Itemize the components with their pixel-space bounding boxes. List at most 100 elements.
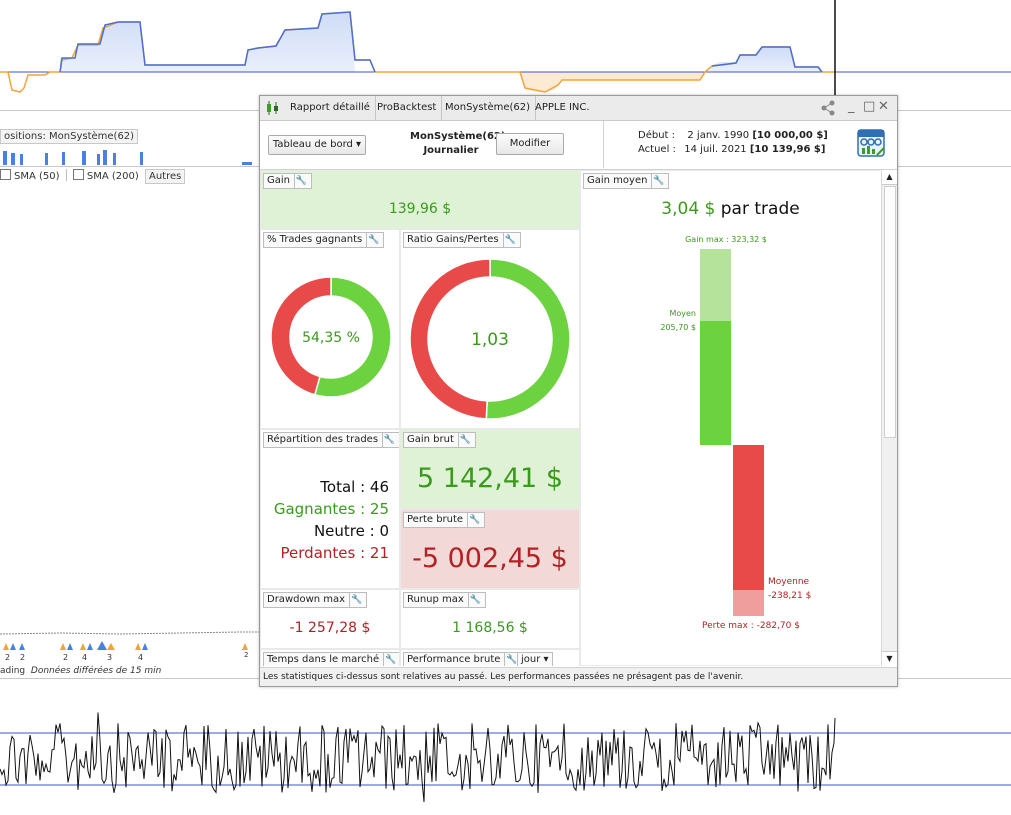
debut-capital: [10 000,00 $]: [752, 130, 828, 141]
autres-button[interactable]: Autres: [144, 169, 186, 184]
widget-temps: Temps dans le marché 🔧: [261, 650, 399, 666]
gain-moyen-bar: [700, 321, 731, 445]
scroll-down-icon[interactable]: ▼: [882, 651, 897, 666]
data-note-prefix: ading: [0, 666, 26, 676]
arrow-count-4: 4: [82, 653, 88, 662]
widget-ratio: Ratio Gains/Pertes 🔧 1,03: [401, 230, 579, 428]
actuel-row: Actuel : 14 juil. 2021 [10 139,96 $]: [638, 144, 825, 155]
widget-gain-header[interactable]: Gain 🔧: [263, 173, 312, 189]
scroll-up-icon[interactable]: ▲: [882, 170, 897, 185]
widget-gain-brut: Gain brut 🔧 5 142,41 $: [401, 430, 579, 508]
data-delay-note: ading Données différées de 15 min: [0, 666, 161, 676]
modify-button[interactable]: Modifier: [496, 133, 564, 155]
widget-gain-brut-header[interactable]: Gain brut 🔧: [403, 432, 476, 448]
dashboard-grid: Gain 🔧 139,96 $ Gain moyen 🔧 3,04 $ par tr…: [260, 170, 880, 666]
maximize-icon[interactable]: □: [863, 99, 876, 114]
positions-label[interactable]: ositions: MonSystème(62): [0, 129, 139, 144]
wrench-icon[interactable]: 🔧: [349, 593, 363, 607]
arrow-count-2: 2: [20, 653, 26, 662]
actuel-label: Actuel :: [638, 144, 676, 155]
perte-moyenne-bar: [733, 445, 764, 590]
winning-trades: Gagnantes : 25: [273, 500, 389, 518]
tab-rapport-detaille[interactable]: Rapport détaillé: [285, 96, 376, 120]
gain-moyen-label: Gain moyen: [587, 175, 648, 186]
moyenne-label: Moyenne: [768, 577, 810, 587]
tab-probacktest[interactable]: ProBacktest: [372, 96, 443, 120]
widget-pct-trades-header[interactable]: % Trades gagnants 🔧: [263, 232, 385, 248]
system-name: MonSystème(62): [410, 131, 506, 142]
wrench-icon[interactable]: 🔧: [504, 653, 518, 666]
wrench-icon[interactable]: 🔧: [382, 433, 396, 447]
wrench-icon[interactable]: 🔧: [467, 593, 481, 607]
chevron-down-icon: ▾: [543, 654, 549, 665]
wrench-icon[interactable]: 🔧: [366, 233, 380, 247]
sma50-checkbox[interactable]: [0, 169, 11, 180]
positions-histogram: [3, 150, 252, 165]
report-settings-icon[interactable]: [857, 129, 887, 159]
donut-win-slice: [313, 276, 392, 398]
wrench-icon[interactable]: 🔧: [457, 433, 471, 447]
scroll-thumb[interactable]: [884, 186, 896, 438]
repartition-label: Répartition des trades: [267, 434, 379, 445]
runup-value: 1 168,56 $: [452, 620, 528, 636]
wrench-icon[interactable]: 🔧: [294, 174, 308, 188]
debut-date: 2 janv. 1990: [687, 130, 750, 141]
report-toolbar: Tableau de bord ▾ MonSystème(62) Journal…: [260, 121, 897, 170]
arrow-count-5: 3: [107, 653, 113, 662]
tab-monsysteme[interactable]: MonSystème(62): [440, 96, 537, 120]
price-chart-edge: [0, 631, 260, 635]
gain-moyen-value: 3,04 $: [661, 199, 716, 219]
sma-toggles: SMA (50) SMA (200) Autres: [0, 169, 186, 184]
widget-gain-moyen: Gain moyen 🔧 3,04 $ par trade Gain max : …: [581, 171, 880, 665]
gain-max-bar: [700, 249, 731, 321]
perte-brute-label: Perte brute: [407, 514, 464, 525]
candlestick-icon: [265, 100, 281, 116]
widget-repartition-header[interactable]: Répartition des trades 🔧: [263, 432, 399, 448]
temps-label: Temps dans le marché: [267, 654, 380, 665]
widget-drawdown-header[interactable]: Drawdown max 🔧: [263, 592, 368, 608]
moyenne-value: -238,21 $: [768, 591, 812, 601]
performance-period-select[interactable]: jour ▾: [517, 652, 553, 666]
sma50-toggle[interactable]: SMA (50): [0, 169, 60, 182]
wrench-icon[interactable]: 🔧: [467, 513, 481, 527]
actuel-capital: [10 139,96 $]: [749, 144, 826, 155]
moyen-label: Moyen: [669, 309, 696, 318]
sma200-toggle[interactable]: SMA (200): [72, 169, 139, 182]
title-bar: Rapport détaillé ProBacktest MonSystème(…: [260, 96, 897, 121]
gain-max-label: Gain max : 323,32 $: [685, 235, 767, 244]
disclaimer-footer: Les statistiques ci-dessus sont relative…: [260, 667, 897, 686]
widget-ratio-header[interactable]: Ratio Gains/Pertes 🔧: [403, 232, 521, 248]
arrow-count-1: 2: [5, 653, 11, 662]
debut-row: Début : 2 janv. 1990 [10 000,00 $]: [638, 130, 828, 141]
vertical-scrollbar[interactable]: ▲ ▼: [881, 170, 897, 666]
widget-performance-header[interactable]: Performance brute 🔧: [403, 652, 523, 666]
perte-brute-value: -5 002,45 $: [412, 543, 568, 574]
widget-perte-brute-header[interactable]: Perte brute 🔧: [403, 512, 486, 528]
sma50-label: SMA (50): [14, 171, 60, 182]
system-timeframe: Journalier: [423, 145, 479, 156]
minimize-icon[interactable]: _: [848, 99, 855, 114]
widget-runup-header[interactable]: Runup max 🔧: [403, 592, 486, 608]
pct-trades-value: 54,35 %: [302, 330, 360, 346]
pct-trades-donut: [270, 276, 392, 398]
widget-temps-header[interactable]: Temps dans le marché 🔧: [263, 652, 399, 666]
runup-label: Runup max: [407, 594, 464, 605]
arrow-count-3: 2: [63, 653, 69, 662]
donut-loss-slice: [270, 276, 332, 396]
sma200-checkbox[interactable]: [72, 169, 84, 180]
widget-gain: Gain 🔧 139,96 $: [261, 171, 579, 228]
close-icon[interactable]: ✕: [878, 99, 889, 114]
wrench-icon[interactable]: 🔧: [502, 233, 516, 247]
tab-apple-inc[interactable]: APPLE INC.: [535, 102, 590, 113]
donut-loss-slice: [409, 258, 491, 420]
share-icon[interactable]: [820, 100, 838, 116]
oscillator-chart: [0, 712, 1011, 803]
widget-drawdown: Drawdown max 🔧 -1 257,28 $: [261, 590, 399, 648]
wrench-icon[interactable]: 🔧: [651, 174, 665, 188]
gain-value: 139,96 $: [388, 201, 452, 217]
wrench-icon[interactable]: 🔧: [383, 653, 397, 666]
gain-brut-label: Gain brut: [407, 434, 454, 445]
widget-gain-moyen-header[interactable]: Gain moyen 🔧: [583, 173, 670, 189]
gain-brut-value: 5 142,41 $: [417, 463, 563, 494]
dashboard-select[interactable]: Tableau de bord ▾: [268, 135, 366, 155]
